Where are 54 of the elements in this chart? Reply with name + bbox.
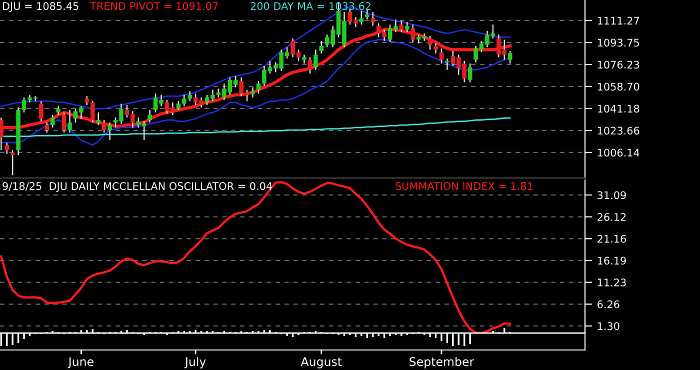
y-tick-label: 16.19 bbox=[598, 256, 626, 265]
candlestick bbox=[68, 109, 72, 134]
text: SUMMATION INDEX = 1.81 bbox=[396, 182, 532, 190]
candlestick bbox=[50, 114, 55, 128]
candlestick bbox=[62, 112, 66, 134]
y-tick-label: 1076.23 bbox=[598, 60, 640, 69]
candlestick bbox=[439, 48, 444, 64]
y-tick-label: 6.26 bbox=[598, 300, 620, 308]
candlestick bbox=[308, 56, 312, 74]
candlestick bbox=[0, 116, 4, 151]
candlestick bbox=[405, 21, 410, 33]
y-tick-label: 1111.27 bbox=[598, 16, 639, 24]
x-tick-label: June bbox=[68, 357, 94, 368]
y-tick-label: 1093.75 bbox=[598, 38, 639, 47]
candlestick bbox=[96, 112, 101, 126]
y-tick-label: 1006.14 bbox=[598, 148, 640, 157]
chart-title: DJU = 1085.45 bbox=[3, 2, 78, 12]
candlestick bbox=[10, 150, 15, 176]
candlestick bbox=[314, 49, 318, 70]
candlestick bbox=[319, 40, 324, 54]
y-tick-label: 21.16 bbox=[598, 234, 626, 243]
candlestick bbox=[182, 94, 186, 107]
candlestick bbox=[22, 96, 26, 114]
candlestick bbox=[434, 42, 438, 54]
candlestick bbox=[508, 50, 512, 64]
y-tick-label: 26.12 bbox=[598, 213, 626, 221]
candlestick bbox=[4, 142, 10, 155]
y-tick-label: 1.30 bbox=[598, 322, 620, 330]
candlestick bbox=[250, 86, 255, 98]
candlestick bbox=[39, 100, 44, 122]
x-tick-label: July bbox=[184, 356, 206, 368]
x-tick-label: August bbox=[300, 357, 342, 368]
text: TREND PIVOT = 1091.07 bbox=[90, 2, 218, 10]
chart-title: 9/18/25 DJU DAILY MCCLELLAN OSCILLATOR = 0.04 bbox=[2, 182, 272, 192]
candlestick bbox=[148, 109, 152, 124]
candlestick bbox=[188, 90, 192, 102]
y-tick-label: 11.23 bbox=[598, 278, 626, 286]
candlestick bbox=[399, 20, 404, 33]
candlestick bbox=[256, 80, 261, 94]
candlestick bbox=[90, 100, 95, 124]
candlestick bbox=[364, 8, 370, 20]
y-tick-label: 1058.70 bbox=[598, 82, 640, 91]
candlestick bbox=[102, 119, 106, 134]
y-tick-label: 31.09 bbox=[598, 191, 626, 200]
candlestick bbox=[410, 24, 416, 43]
line-series bbox=[0, 181, 512, 333]
candlestick bbox=[468, 62, 472, 83]
candlestick bbox=[370, 11, 375, 26]
candlestick bbox=[445, 58, 450, 70]
y-tick-label: 1023.66 bbox=[598, 126, 640, 135]
x-tick-label: September bbox=[410, 356, 474, 368]
candlestick bbox=[108, 122, 112, 141]
candlestick bbox=[44, 122, 50, 134]
y-tick-label: 1041.18 bbox=[598, 104, 640, 113]
